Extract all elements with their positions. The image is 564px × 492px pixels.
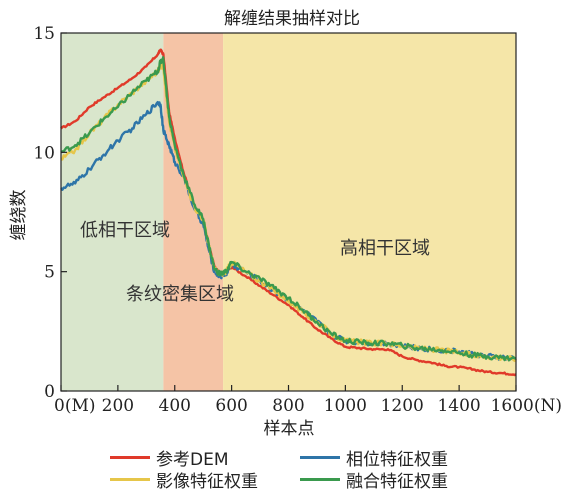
legend-swatch-ref-dem: [110, 455, 150, 459]
legend-item-phase: 相位特征权重: [300, 446, 448, 470]
series-layer: [60, 48, 517, 377]
x-tick-label-1: 200: [102, 396, 134, 416]
regions-layer: [61, 33, 516, 391]
series-line-3: [60, 56, 517, 362]
legend-label-image: 影像特征权重: [156, 471, 258, 492]
x-tick-label-2: 400: [159, 396, 191, 416]
region-label-2: 高相干区域: [340, 238, 430, 259]
y-tick-label-2: 10: [33, 143, 55, 163]
legend-item-fusion: 融合特征权重: [300, 468, 448, 492]
legend-label-ref-dem: 参考DEM: [156, 449, 229, 470]
x-tick-label-3: 600: [215, 396, 247, 416]
legend-label-phase: 相位特征权重: [346, 449, 448, 470]
y-axis-label: 缠绕数: [9, 190, 29, 241]
legend-item-image: 影像特征权重: [110, 468, 258, 492]
region-label-1: 条纹密集区域: [126, 284, 234, 305]
y-tick-label-3: 15: [33, 24, 55, 44]
x-tick-label-5: 1000: [324, 396, 367, 416]
y-tick-label-0: 0: [44, 382, 55, 402]
axes-layer: 0 5 10 15 0(M) 200 400 600 800 1000 1200 1400 1600(N…: [33, 24, 562, 416]
series-line-0: [60, 48, 517, 377]
legend: 参考DEM 相位特征权重 影像特征权重 融合特征权重: [0, 440, 564, 492]
x-tick-label-6: 1200: [381, 396, 424, 416]
x-axis-label: 样本点: [264, 419, 315, 439]
legend-item-ref-dem: 参考DEM: [110, 446, 229, 470]
legend-swatch-fusion: [300, 477, 340, 481]
chart-title: 解缠结果抽样对比: [224, 9, 360, 29]
region-band-1: [163, 33, 224, 391]
x-tick-label-4: 800: [272, 396, 304, 416]
region-band-0: [61, 33, 164, 391]
legend-swatch-phase: [300, 455, 340, 459]
x-tick-label-0: 0(M): [54, 396, 96, 416]
legend-swatch-image: [110, 477, 150, 481]
y-tick-label-1: 5: [44, 263, 55, 283]
region-band-2: [223, 33, 516, 391]
legend-label-fusion: 融合特征权重: [346, 471, 448, 492]
region-label-0: 低相干区域: [80, 220, 170, 241]
x-tick-label-7: 1400: [437, 396, 480, 416]
x-tick-label-8: 1600(N): [491, 396, 562, 416]
